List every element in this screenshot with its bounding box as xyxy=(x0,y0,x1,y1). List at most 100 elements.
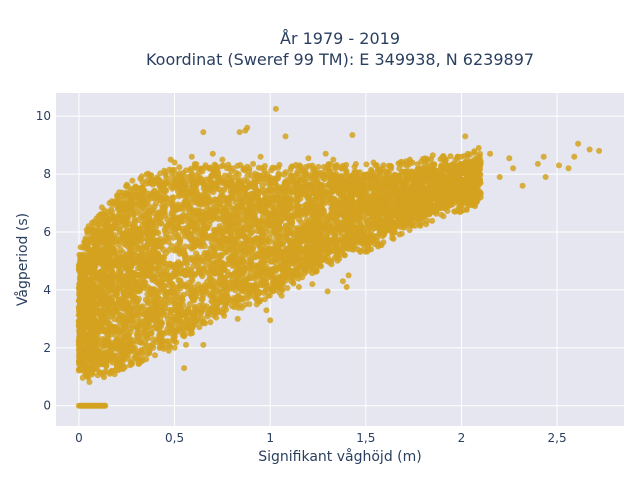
data-point xyxy=(156,220,164,227)
data-point xyxy=(268,191,275,199)
data-point xyxy=(247,229,255,237)
data-point xyxy=(244,218,251,225)
data-point xyxy=(214,202,221,209)
data-point xyxy=(205,256,213,263)
data-point xyxy=(279,226,286,233)
data-point xyxy=(274,245,282,253)
data-point xyxy=(137,338,144,345)
data-point xyxy=(305,186,312,193)
data-point xyxy=(177,307,185,314)
data-point xyxy=(99,290,107,297)
data-point xyxy=(252,216,259,224)
data-point xyxy=(229,281,237,288)
data-point xyxy=(164,179,171,186)
data-point xyxy=(220,186,228,193)
data-point xyxy=(170,194,177,201)
data-point xyxy=(330,204,337,211)
data-point xyxy=(128,248,135,256)
data-point xyxy=(288,267,295,275)
data-point xyxy=(238,212,245,219)
data-point xyxy=(155,280,162,287)
data-point xyxy=(102,352,109,359)
data-point xyxy=(368,222,376,229)
data-point xyxy=(92,259,100,266)
data-point xyxy=(141,254,148,261)
data-point xyxy=(143,235,151,242)
data-point xyxy=(110,328,117,335)
data-point xyxy=(137,206,144,213)
data-point xyxy=(259,226,266,234)
data-point xyxy=(119,294,127,302)
data-point xyxy=(271,238,278,245)
data-point xyxy=(94,301,101,309)
data-point xyxy=(163,269,170,276)
data-point xyxy=(294,198,301,205)
data-point xyxy=(233,249,240,256)
data-point xyxy=(172,267,179,274)
data-point xyxy=(372,182,379,189)
data-point xyxy=(171,289,178,296)
data-point xyxy=(89,300,96,308)
data-point xyxy=(450,166,457,173)
data-point xyxy=(230,181,237,188)
data-points xyxy=(75,105,603,409)
data-point xyxy=(123,335,130,342)
data-point xyxy=(397,206,405,214)
data-point xyxy=(313,177,321,184)
data-point xyxy=(127,328,134,336)
data-point xyxy=(119,279,126,286)
data-point xyxy=(217,271,224,278)
data-point xyxy=(140,198,147,205)
data-point xyxy=(96,311,103,319)
data-point xyxy=(384,177,391,185)
data-point xyxy=(175,324,183,331)
data-point xyxy=(269,247,276,255)
data-point xyxy=(148,219,155,226)
data-point xyxy=(288,219,296,226)
data-point xyxy=(369,192,377,199)
data-point xyxy=(240,240,247,247)
data-point xyxy=(355,197,363,204)
data-point xyxy=(368,227,375,234)
data-point xyxy=(314,248,322,255)
data-point xyxy=(163,199,171,206)
data-point xyxy=(104,303,112,310)
data-point xyxy=(203,199,210,206)
data-point xyxy=(438,174,445,181)
data-point xyxy=(222,261,229,269)
data-point xyxy=(90,342,97,350)
chart-title-line-1: År 1979 - 2019 xyxy=(280,29,400,48)
data-point xyxy=(289,185,296,192)
data-point xyxy=(261,258,268,266)
data-point xyxy=(116,323,123,330)
data-point xyxy=(215,185,223,193)
data-point xyxy=(354,204,361,212)
data-point xyxy=(76,317,83,324)
data-point xyxy=(288,229,295,236)
data-point xyxy=(153,229,160,236)
data-point xyxy=(299,190,306,198)
data-point xyxy=(85,316,93,324)
data-point xyxy=(437,179,444,187)
data-point xyxy=(190,243,197,250)
data-point xyxy=(95,317,102,325)
data-point xyxy=(192,271,199,278)
data-point xyxy=(466,179,473,186)
data-point xyxy=(134,256,142,264)
data-point xyxy=(75,367,83,374)
data-point xyxy=(108,271,115,278)
data-point xyxy=(446,198,454,205)
data-point xyxy=(132,218,139,225)
data-point xyxy=(276,203,283,211)
data-point xyxy=(280,239,287,246)
data-point xyxy=(209,299,216,306)
data-point xyxy=(233,243,240,251)
data-point xyxy=(363,181,370,188)
data-point xyxy=(160,259,167,266)
data-point xyxy=(420,206,427,213)
data-point xyxy=(162,296,169,303)
data-point xyxy=(280,268,287,276)
data-point xyxy=(129,191,137,199)
data-point xyxy=(139,303,146,310)
